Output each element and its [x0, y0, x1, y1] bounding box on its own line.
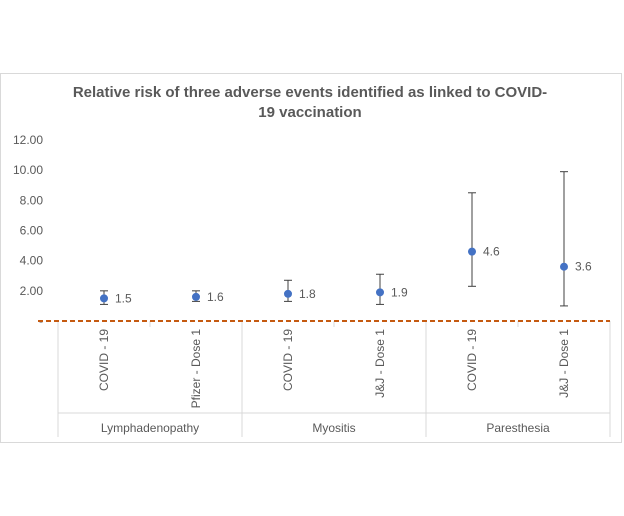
data-label: 1.5 — [115, 291, 132, 305]
y-tick-label: 6.00 — [20, 224, 44, 238]
data-point — [192, 292, 200, 301]
data-point — [468, 247, 476, 256]
data-point — [376, 288, 384, 297]
category-label: COVID - 19 — [465, 329, 479, 391]
category-label: J&J - Dose 1 — [373, 329, 387, 398]
group-label: Myositis — [312, 421, 355, 435]
group-label: Paresthesia — [486, 421, 550, 435]
data-label: 4.6 — [483, 245, 500, 259]
y-tick-label: 8.00 — [20, 193, 44, 207]
chart-title-line-1: Relative risk of three adverse events id… — [72, 84, 548, 101]
chart-area — [0, 73, 622, 443]
chart-title-line-2: 19 vaccination — [258, 104, 362, 121]
y-tick-label: 2.00 — [20, 284, 44, 298]
group-label: Lymphadenopathy — [101, 421, 199, 435]
y-tick-label: 12.00 — [13, 133, 43, 147]
data-point — [560, 262, 568, 271]
y-tick-label: 4.00 — [20, 254, 44, 268]
data-label: 1.9 — [391, 285, 408, 299]
data-label: 1.8 — [299, 287, 316, 301]
y-tick-label: 10.00 — [13, 163, 43, 177]
category-label: J&J - Dose 1 — [557, 329, 571, 398]
data-point — [100, 294, 108, 303]
category-label: COVID - 19 — [281, 329, 295, 391]
category-label: Pfizer - Dose 1 — [189, 329, 203, 409]
data-label: 3.6 — [575, 260, 592, 274]
chart-title: Relative risk of three adverse events id… — [60, 83, 560, 123]
category-label: COVID - 19 — [97, 329, 111, 391]
data-label: 1.6 — [207, 290, 224, 304]
data-point — [284, 289, 292, 298]
